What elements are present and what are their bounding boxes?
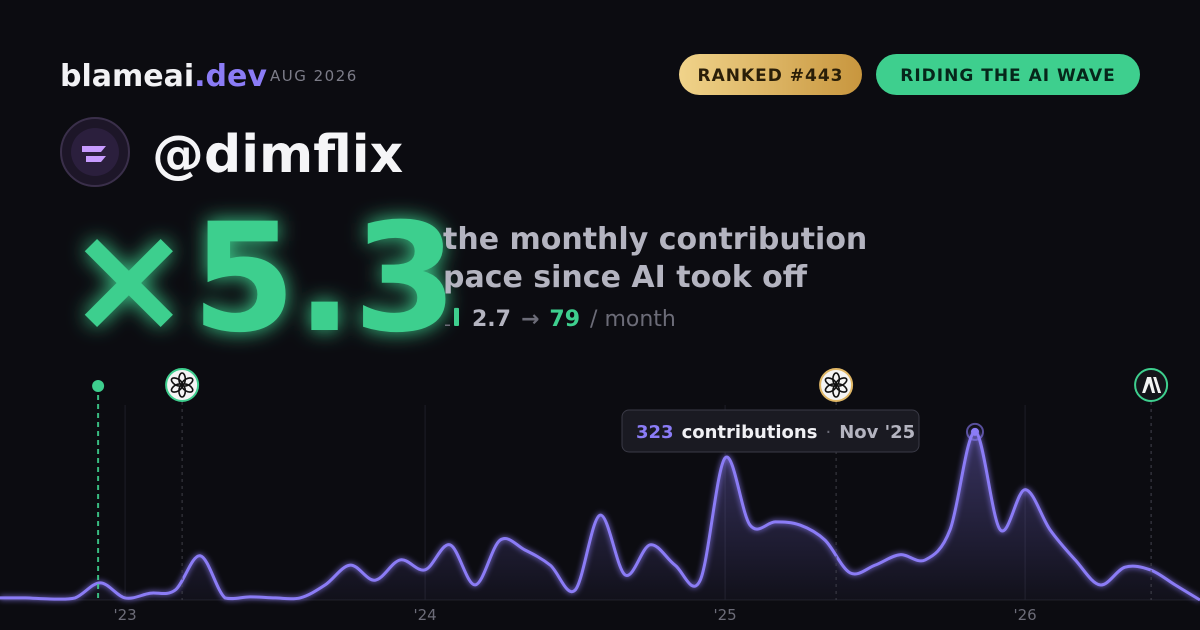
tooltip-date: Nov '25 <box>839 422 915 443</box>
event-icon-glyph <box>1142 377 1162 393</box>
status-badge-text: RIDING THE AI WAVE <box>900 66 1115 86</box>
tooltip-separator: · <box>825 422 831 443</box>
avatar <box>60 117 130 187</box>
event-dot <box>92 380 105 392</box>
event-icon-petal <box>170 377 184 387</box>
brand: blameai.dev <box>60 59 267 94</box>
x-tick-label: '24 <box>413 606 436 624</box>
tooltip-value: 323 <box>636 422 674 443</box>
brand-domain: .dev <box>194 59 267 94</box>
caption-line: pace since AI took off <box>443 260 808 295</box>
tooltip <box>621 409 920 453</box>
x-tick-label: '25 <box>713 606 736 624</box>
rank-badge <box>679 54 862 95</box>
hover-dot <box>971 427 979 436</box>
pace-arrow: → <box>521 307 539 332</box>
tooltip-label: contributions <box>682 422 818 443</box>
pace-before-bar <box>445 324 450 326</box>
tooltip-text: 323 contributions · Nov '25 <box>636 422 915 443</box>
pace-line: 2.7 → 79 / month <box>472 307 676 332</box>
x-tick-label: '23 <box>113 606 136 624</box>
status-badge <box>876 54 1140 95</box>
hover-ring <box>966 422 984 441</box>
chart: '23 '24 '25 '26 323 contributions · Nov '25 <box>0 368 1200 624</box>
x-tick-label: '26 <box>1013 606 1036 624</box>
pace-before: 2.7 <box>472 307 511 332</box>
issue-date: AUG 2026 <box>270 67 358 85</box>
rank-badge-text: RANKED #443 <box>697 66 843 86</box>
pace-after: 79 <box>549 307 580 332</box>
brand-name: blameai <box>60 59 194 94</box>
pace-unit: / month <box>590 307 676 332</box>
multiplier: ×5.3 <box>66 192 457 366</box>
pace-after-bar <box>454 307 459 326</box>
caption-line: the monthly contribution <box>443 222 867 257</box>
event-icon-petal <box>824 377 838 387</box>
handle: @dimflix <box>152 125 403 185</box>
line <box>0 430 1200 602</box>
